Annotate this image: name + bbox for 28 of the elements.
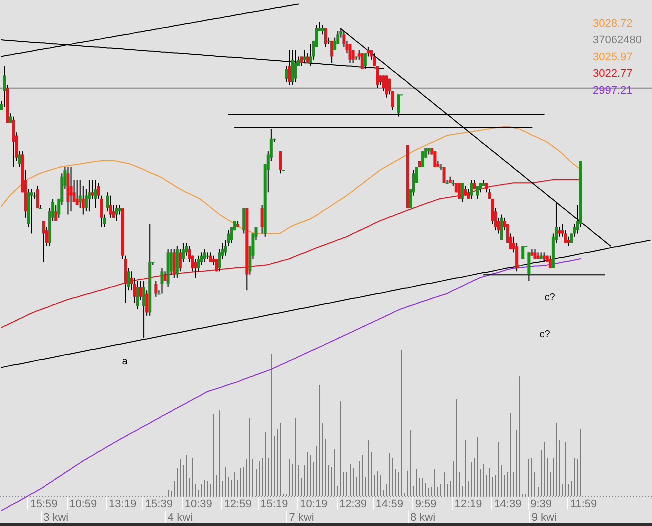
x-tick-label: 3 kwi bbox=[44, 512, 69, 524]
x-tick-label: 15:19 bbox=[260, 498, 288, 510]
x-tick-label: 9:59 bbox=[415, 498, 437, 510]
x-tick-label: 7 kwi bbox=[289, 512, 314, 524]
x-tick-label: 9 kwi bbox=[532, 512, 557, 524]
annotation: 3025.97 bbox=[593, 51, 633, 64]
annotation: a bbox=[122, 356, 128, 368]
x-tick-label: 14:59 bbox=[376, 498, 404, 510]
x-tick-label: 10:59 bbox=[70, 498, 98, 510]
x-tick-label: 10:19 bbox=[300, 498, 328, 510]
x-tick-label: 15:59 bbox=[30, 498, 58, 510]
x-tick-label: 12:59 bbox=[224, 498, 252, 510]
x-tick-label: 13:19 bbox=[109, 498, 137, 510]
x-tick-label: 10:39 bbox=[184, 498, 212, 510]
x-tick-label: 15:39 bbox=[145, 498, 173, 510]
x-tick-label: 14:39 bbox=[494, 498, 522, 510]
x-tick-label: 12:39 bbox=[340, 498, 368, 510]
annotation: 37062480 bbox=[593, 34, 642, 47]
x-tick-label: 11:59 bbox=[570, 498, 598, 510]
x-tick-label: 8 kwi bbox=[410, 512, 436, 524]
x-tick-label: 12:19 bbox=[454, 498, 482, 510]
annotation: 2997.21 bbox=[593, 84, 633, 97]
x-tick-label: 9:39 bbox=[530, 498, 552, 510]
annotation: 3028.72 bbox=[593, 18, 633, 30]
annotation: c? bbox=[544, 292, 556, 304]
annotation: 3022.77 bbox=[593, 68, 633, 80]
x-tick-label: 4 kwi bbox=[168, 512, 193, 524]
annotation: c? bbox=[540, 330, 551, 340]
